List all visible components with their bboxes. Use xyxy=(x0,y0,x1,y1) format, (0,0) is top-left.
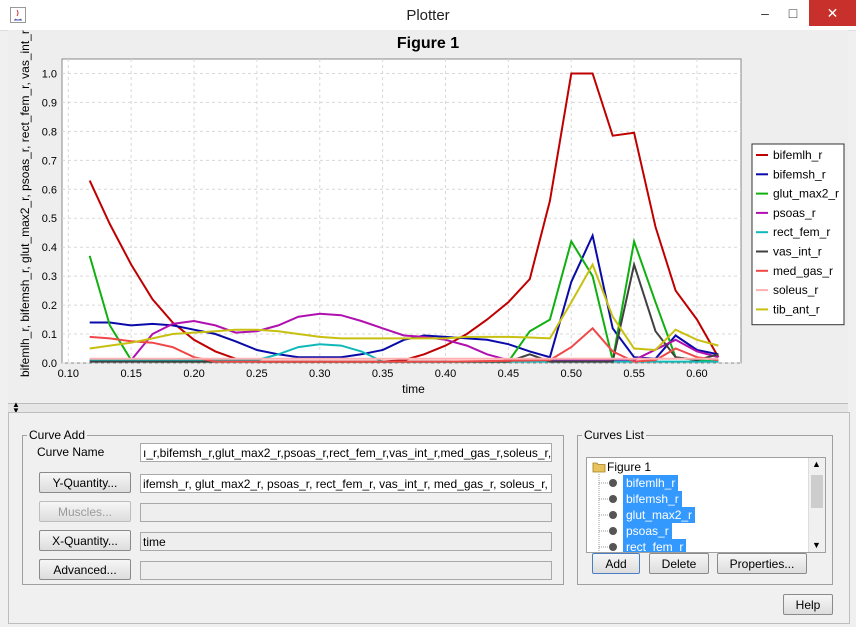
x-quantity-field[interactable]: time xyxy=(140,532,552,551)
curves-list-legend: Curves List xyxy=(584,428,645,442)
java-app-icon xyxy=(10,7,26,23)
x-tick-label: 0.20 xyxy=(183,368,204,380)
y-tick-label: 0.1 xyxy=(42,329,57,341)
y-tick-label: 0.8 xyxy=(42,126,57,138)
legend-entry: psoas_r xyxy=(773,206,816,220)
x-axis-label: time xyxy=(402,382,425,396)
x-tick-label: 0.55 xyxy=(623,368,644,380)
controls-panel: Curve Add Curve Name ı_r,bifemsh_r,glut_… xyxy=(8,412,850,624)
curve-name-label: Curve Name xyxy=(37,445,105,459)
muscles-button[interactable]: Muscles... xyxy=(39,501,131,522)
help-button[interactable]: Help xyxy=(783,594,833,615)
curve-add-group: Curve Add xyxy=(22,428,564,585)
folder-icon xyxy=(592,462,606,473)
x-tick-label: 0.40 xyxy=(435,368,456,380)
tree-lines xyxy=(598,474,609,552)
curve-bullet-icon xyxy=(609,527,617,535)
x-tick-label: 0.45 xyxy=(498,368,519,380)
y-tick-label: 0.9 xyxy=(42,97,57,109)
scroll-up-icon[interactable]: ▲ xyxy=(812,459,821,469)
tree-item-glut-max2[interactable]: glut_max2_r xyxy=(623,507,696,523)
tree-scrollbar[interactable]: ▲ ▼ xyxy=(808,458,825,552)
plot-panel[interactable]: Figure 1 0.10 0.15 0.20 0.25 0.30 0.35 0.40 0.4… xyxy=(8,30,848,402)
x-tick-label: 0.10 xyxy=(58,368,79,380)
series-line-psoas_r[interactable] xyxy=(89,312,719,362)
minimize-button[interactable]: ‒ xyxy=(761,5,769,21)
legend-entry: vas_int_r xyxy=(773,245,822,259)
curve-add-legend: Curve Add xyxy=(29,428,86,442)
x-tick-label: 0.15 xyxy=(120,368,141,380)
series-line-bifemlh_r[interactable] xyxy=(88,72,720,363)
y-quantity-button[interactable]: Y-Quantity... xyxy=(39,472,131,493)
x-tick-label: 0.25 xyxy=(246,368,267,380)
y-tick-label: 0.0 xyxy=(42,358,57,370)
x-tick-label: 0.60 xyxy=(686,368,707,380)
close-button[interactable]: ✕ xyxy=(809,0,856,26)
x-tick-label: 0.35 xyxy=(372,368,393,380)
window-title: Plotter xyxy=(406,7,450,24)
curve-bullet-icon xyxy=(609,543,617,551)
x-quantity-button[interactable]: X-Quantity... xyxy=(39,530,131,551)
delete-button[interactable]: Delete xyxy=(649,553,709,574)
legend-entry: rect_fem_r xyxy=(773,225,830,239)
tree-item-rect-fem[interactable]: rect_fem_r xyxy=(623,539,687,552)
curve-name-input[interactable]: ı_r,bifemsh_r,glut_max2_r,psoas_r,rect_f… xyxy=(140,443,552,462)
legend-entry: bifemlh_r xyxy=(773,148,822,162)
figure-title: Figure 1 xyxy=(396,35,460,52)
curve-bullet-icon xyxy=(609,479,617,487)
line-chart[interactable]: 0.10 0.15 0.20 0.25 0.30 0.35 0.40 0.45 0.50 0.55… xyxy=(8,30,848,402)
maximize-button[interactable]: □ xyxy=(788,5,798,21)
series-line-tib_ant_r[interactable] xyxy=(89,262,719,352)
y-tick-label: 0.7 xyxy=(42,155,57,167)
y-tick-label: 0.3 xyxy=(42,271,57,283)
title-bar: Plotter ‒ □ ✕ xyxy=(0,0,856,31)
add-button[interactable]: Add xyxy=(592,553,640,574)
curve-bullet-icon xyxy=(609,511,617,519)
tree-root-figure[interactable]: Figure 1 xyxy=(607,460,652,474)
tree-item-bifemsh[interactable]: bifemsh_r xyxy=(623,491,682,507)
legend-entry: med_gas_r xyxy=(773,264,833,278)
scroll-thumb[interactable] xyxy=(811,475,823,508)
y-tick-label: 0.6 xyxy=(42,184,57,196)
y-tick-label: 0.4 xyxy=(42,242,57,254)
curves-list-group: Curves List Figure 1 bifemlh_r bifemsh_r… xyxy=(577,428,833,585)
tree-item-psoas[interactable]: psoas_r xyxy=(623,523,672,539)
splitter-arrows-icon[interactable]: ▲ ▼ xyxy=(12,400,20,415)
x-tick-label: 0.50 xyxy=(561,368,582,380)
curves-tree[interactable]: Figure 1 bifemlh_r bifemsh_r glut_max2_r… xyxy=(586,457,826,553)
curve-bullet-icon xyxy=(609,495,617,503)
legend-entry: glut_max2_r xyxy=(773,187,839,201)
legend-entry: soleus_r xyxy=(773,283,818,297)
y-axis-label: bifemlh_r, bifemsh_r, glut_max2_r, psoas… xyxy=(18,30,32,377)
series-line-bifemsh_r[interactable] xyxy=(89,232,719,360)
advanced-field[interactable] xyxy=(140,561,552,580)
y-tick-label: 1.0 xyxy=(42,68,57,80)
x-tick-label: 0.30 xyxy=(309,368,330,380)
legend-entry: tib_ant_r xyxy=(773,302,820,316)
tree-item-bifemlh[interactable]: bifemlh_r xyxy=(623,475,679,491)
plot-background xyxy=(61,58,742,364)
scroll-down-icon[interactable]: ▼ xyxy=(812,540,821,550)
legend-entry: bifemsh_r xyxy=(773,167,826,181)
muscles-field[interactable] xyxy=(140,503,552,522)
y-quantity-field[interactable]: ifemsh_r, glut_max2_r, psoas_r, rect_fem… xyxy=(140,474,552,493)
properties-button[interactable]: Properties... xyxy=(717,553,807,574)
advanced-button[interactable]: Advanced... xyxy=(39,559,131,580)
y-tick-label: 0.5 xyxy=(42,213,57,225)
y-tick-label: 0.2 xyxy=(42,300,57,312)
